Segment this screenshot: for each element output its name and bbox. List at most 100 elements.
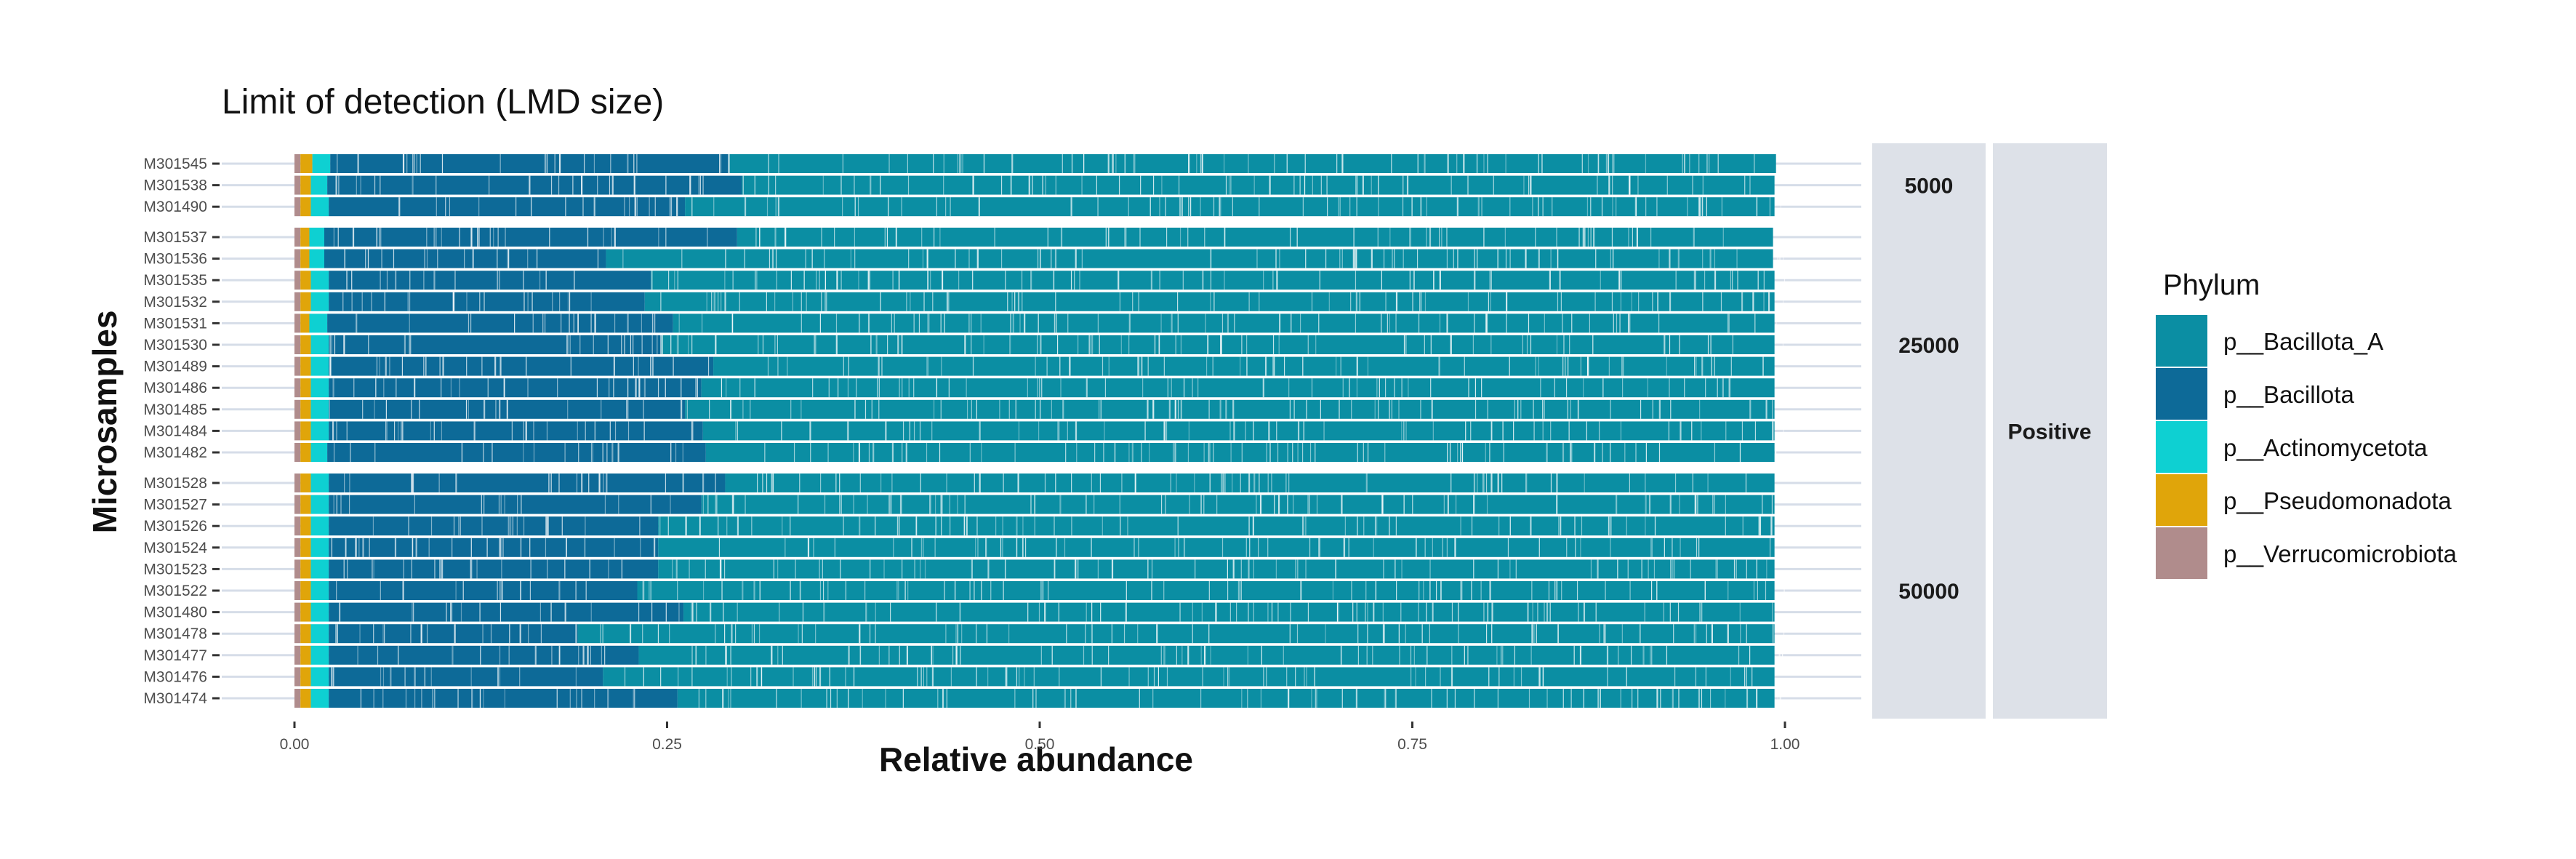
bar-segment — [300, 443, 311, 462]
outer-facet-label: Positive — [2007, 420, 2091, 444]
legend-swatch — [2156, 368, 2207, 420]
bar-segment — [327, 175, 742, 195]
bar-segment — [310, 624, 329, 644]
x-tick-label: 0.25 — [652, 736, 682, 753]
bar-segment — [294, 335, 301, 354]
bar-segment — [713, 356, 1775, 376]
bar-segment — [294, 689, 301, 708]
bar-segment — [705, 443, 1775, 462]
bar-segment — [300, 197, 311, 217]
bar-segment — [310, 667, 329, 687]
bar-segment — [329, 271, 651, 290]
bar-segment — [329, 335, 662, 354]
legend-swatch — [2156, 527, 2207, 579]
bar-segment — [294, 624, 301, 644]
x-tick-label: 1.00 — [1770, 736, 1800, 753]
bar-segment — [637, 581, 1775, 600]
bar-segment — [300, 495, 311, 514]
bar-segment — [310, 689, 329, 708]
legend-label: p__Bacillota_A — [2223, 328, 2383, 355]
bar-segment — [294, 645, 301, 665]
y-tick-label: M301536 — [143, 251, 207, 268]
bar-segment — [661, 335, 1775, 354]
bar-segment — [310, 399, 329, 419]
bar-segment — [310, 335, 329, 354]
bar-segment — [329, 581, 638, 600]
bar-segment — [577, 624, 1775, 644]
bar-segment — [324, 249, 606, 268]
bar-segment — [329, 689, 678, 708]
bar-segment — [683, 602, 1775, 622]
bar-segment — [329, 197, 686, 217]
y-axis-title: Microsamples — [86, 311, 124, 534]
y-tick-label: M301480 — [143, 604, 207, 621]
bar-segment — [294, 516, 301, 536]
bar-segment — [300, 581, 311, 600]
bar-segment — [294, 249, 301, 268]
bar-segment — [644, 292, 1775, 311]
bar-segment — [329, 516, 659, 536]
legend-swatch — [2156, 315, 2207, 367]
facet-strip-label: 5000 — [1905, 175, 1954, 199]
legend-swatch — [2156, 474, 2207, 526]
bar-segment — [294, 538, 301, 557]
bar-segment — [294, 667, 301, 687]
bar-segment — [300, 228, 310, 247]
bar-segment — [677, 689, 1775, 708]
chart-title: Limit of detection (LMD size) — [222, 83, 664, 121]
bar-segment — [294, 421, 301, 441]
bar-segment — [310, 602, 329, 622]
bar-segment — [702, 421, 1775, 441]
bar-segment — [310, 378, 329, 398]
bar-segment — [300, 516, 311, 536]
bar-segment — [294, 356, 301, 376]
bar-segment — [294, 197, 301, 217]
x-tick-label: 0.50 — [1025, 736, 1055, 753]
bar-segment — [300, 538, 311, 557]
bar-segment — [294, 292, 301, 311]
bars — [294, 154, 1786, 708]
bar-segment — [300, 474, 311, 492]
y-tick-label: M301486 — [143, 380, 207, 396]
x-axis-title: Relative abundance — [879, 740, 1193, 778]
bar-segment — [728, 154, 1776, 173]
y-tick-label: M301532 — [143, 294, 207, 311]
bar-segment — [300, 645, 311, 665]
bar-segment — [294, 228, 301, 247]
bar-segment — [658, 538, 1775, 557]
bar-segment — [294, 399, 301, 419]
y-tick-label: M301524 — [143, 540, 207, 556]
bar-segment — [701, 378, 1775, 398]
bar-segment — [658, 559, 1775, 579]
bar-segment — [300, 602, 311, 622]
y-tick-label: M301530 — [143, 337, 207, 353]
bar-segment — [310, 495, 329, 514]
bar-segment — [606, 249, 1773, 268]
bar-segment — [310, 559, 329, 579]
bar-segment — [310, 516, 329, 536]
bar-segment — [685, 399, 1775, 419]
y-tick-label: M301490 — [143, 199, 207, 215]
legend: Phylum p__Bacillota_A p__Bacillota p__Acti… — [2156, 269, 2457, 579]
bar-segment — [294, 559, 301, 579]
bar-segment — [310, 292, 329, 311]
bar-segment — [603, 667, 1775, 687]
bar-segment — [312, 154, 331, 173]
bar-segment — [294, 313, 301, 333]
y-tick-label: M301485 — [143, 401, 207, 418]
bar-segment — [638, 645, 1775, 665]
bar-segment — [310, 538, 329, 557]
bar-segment — [737, 228, 1773, 247]
bar-segment — [650, 271, 1775, 290]
legend-swatch — [2156, 421, 2207, 473]
x-tick-label: 0.75 — [1397, 736, 1427, 753]
bar-segment — [310, 197, 329, 217]
bar-segment — [300, 175, 311, 195]
bar-segment — [330, 154, 729, 173]
x-axis: 0.00 0.25 0.50 0.75 1.00 — [280, 722, 1800, 753]
bar-segment — [701, 495, 1775, 514]
bar-segment — [300, 313, 310, 333]
bar-segment — [310, 421, 329, 441]
facet-strip — [1872, 143, 1986, 228]
legend-label: p__Bacillota — [2223, 381, 2354, 408]
